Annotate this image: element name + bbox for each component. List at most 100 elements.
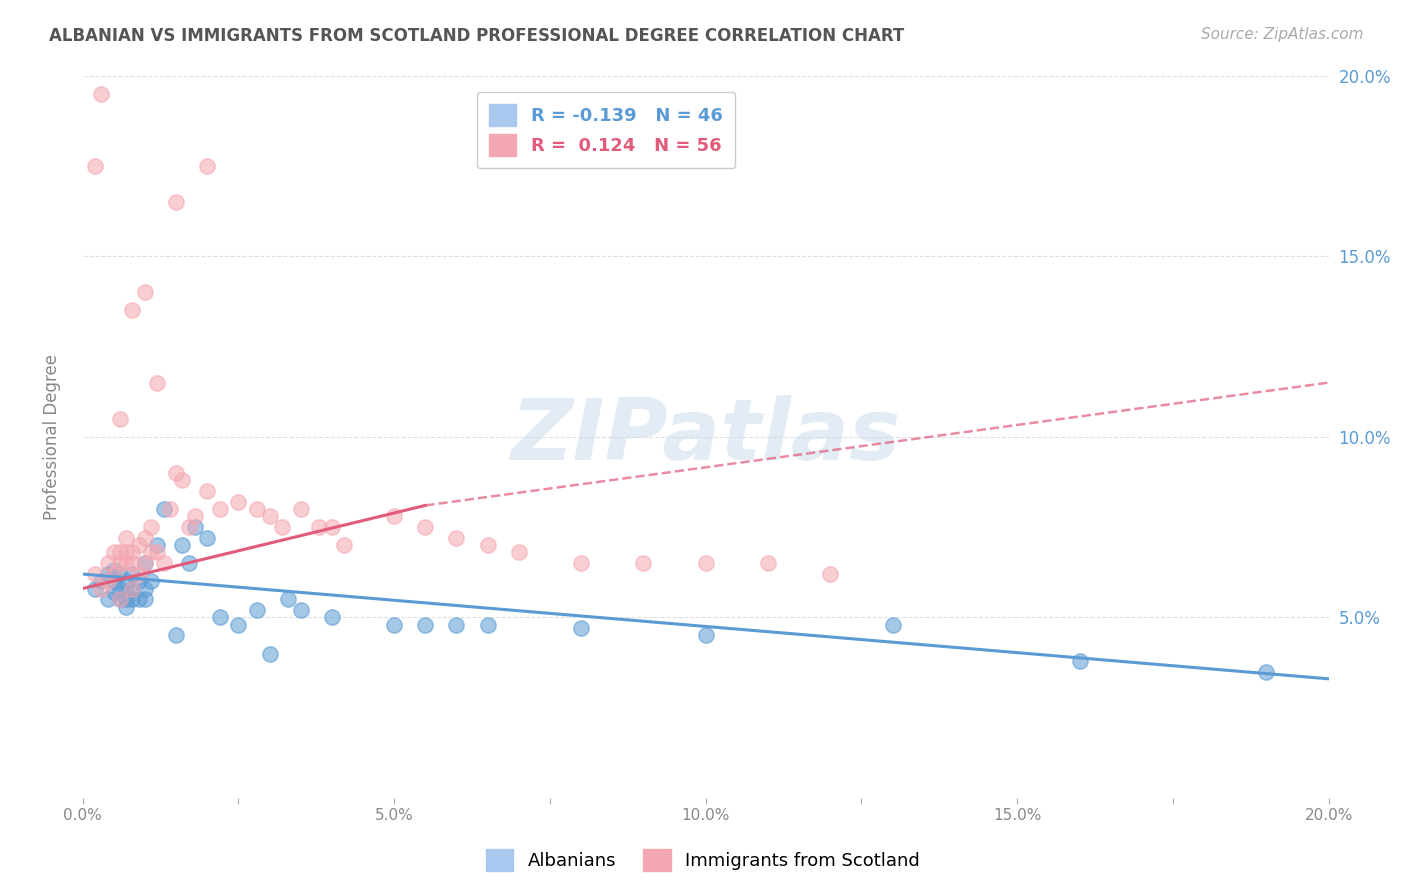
Point (108, 592, 131, 607)
Point (115, 574, 138, 589)
Point (134, 582, 156, 596)
Point (97, 592, 120, 607)
Point (121, 567, 143, 582)
Point (108, 556, 131, 570)
Point (695, 556, 717, 570)
Point (184, 509, 207, 524)
Point (333, 538, 356, 552)
Point (108, 545, 131, 559)
Point (259, 509, 281, 524)
Point (228, 617, 250, 632)
Point (121, 545, 143, 559)
Point (695, 628, 717, 642)
Point (84, 567, 107, 582)
Point (290, 502, 312, 516)
Point (121, 582, 143, 596)
Y-axis label: Professional Degree: Professional Degree (44, 354, 60, 520)
Point (128, 592, 150, 607)
Point (382, 509, 405, 524)
Point (152, 556, 174, 570)
Point (195, 531, 218, 545)
Legend: R = -0.139   N = 46, R =  0.124   N = 56: R = -0.139 N = 46, R = 0.124 N = 56 (477, 92, 735, 169)
Text: Source: ZipAtlas.com: Source: ZipAtlas.com (1201, 27, 1364, 42)
Point (382, 617, 405, 632)
Point (141, 520, 163, 534)
Point (134, 556, 156, 570)
Point (146, 545, 169, 559)
Point (115, 556, 138, 570)
Point (1256, 665, 1278, 679)
Point (172, 538, 194, 552)
Point (271, 520, 294, 534)
Point (569, 556, 592, 570)
Point (259, 647, 281, 661)
Point (446, 531, 468, 545)
Point (121, 592, 143, 607)
Point (115, 545, 138, 559)
Point (277, 592, 299, 607)
Point (115, 599, 138, 614)
Point (103, 574, 125, 589)
Point (146, 376, 169, 390)
Text: ALBANIAN VS IMMIGRANTS FROM SCOTLAND PROFESSIONAL DEGREE CORRELATION CHART: ALBANIAN VS IMMIGRANTS FROM SCOTLAND PRO… (49, 27, 904, 45)
Point (246, 603, 269, 617)
Point (415, 520, 437, 534)
Point (477, 617, 499, 632)
Point (128, 538, 150, 552)
Point (228, 495, 250, 509)
Point (820, 567, 842, 582)
Point (128, 567, 150, 582)
Point (290, 603, 312, 617)
Point (477, 538, 499, 552)
Point (90, 87, 112, 101)
Point (321, 610, 343, 624)
Point (633, 556, 655, 570)
Point (90, 574, 112, 589)
Point (103, 585, 125, 599)
Point (97, 574, 120, 589)
Legend: Albanians, Immigrants from Scotland: Albanians, Immigrants from Scotland (479, 842, 927, 879)
Point (208, 610, 231, 624)
Point (165, 628, 187, 642)
Point (415, 617, 437, 632)
Point (103, 545, 125, 559)
Point (756, 556, 779, 570)
Point (134, 556, 156, 570)
Point (84, 582, 107, 596)
Point (97, 556, 120, 570)
Text: ZIPatlas: ZIPatlas (510, 395, 901, 478)
Point (569, 621, 592, 635)
Point (121, 556, 143, 570)
Point (121, 582, 143, 596)
Point (103, 567, 125, 582)
Point (128, 574, 150, 589)
Point (246, 502, 269, 516)
Point (108, 411, 131, 425)
Point (97, 567, 120, 582)
Point (184, 520, 207, 534)
Point (134, 285, 156, 300)
Point (177, 556, 200, 570)
Point (321, 520, 343, 534)
Point (308, 520, 330, 534)
Point (141, 545, 163, 559)
Point (108, 582, 131, 596)
Point (134, 592, 156, 607)
Point (108, 567, 131, 582)
Point (121, 303, 143, 318)
Point (134, 531, 156, 545)
Point (195, 483, 218, 498)
Point (165, 194, 187, 209)
Point (172, 473, 194, 487)
Point (177, 520, 200, 534)
Point (165, 466, 187, 480)
Point (1069, 654, 1091, 668)
Point (90, 582, 112, 596)
Point (152, 502, 174, 516)
Point (84, 159, 107, 173)
Point (146, 538, 169, 552)
Point (508, 545, 530, 559)
Point (103, 564, 125, 578)
Point (115, 585, 138, 599)
Point (141, 574, 163, 589)
